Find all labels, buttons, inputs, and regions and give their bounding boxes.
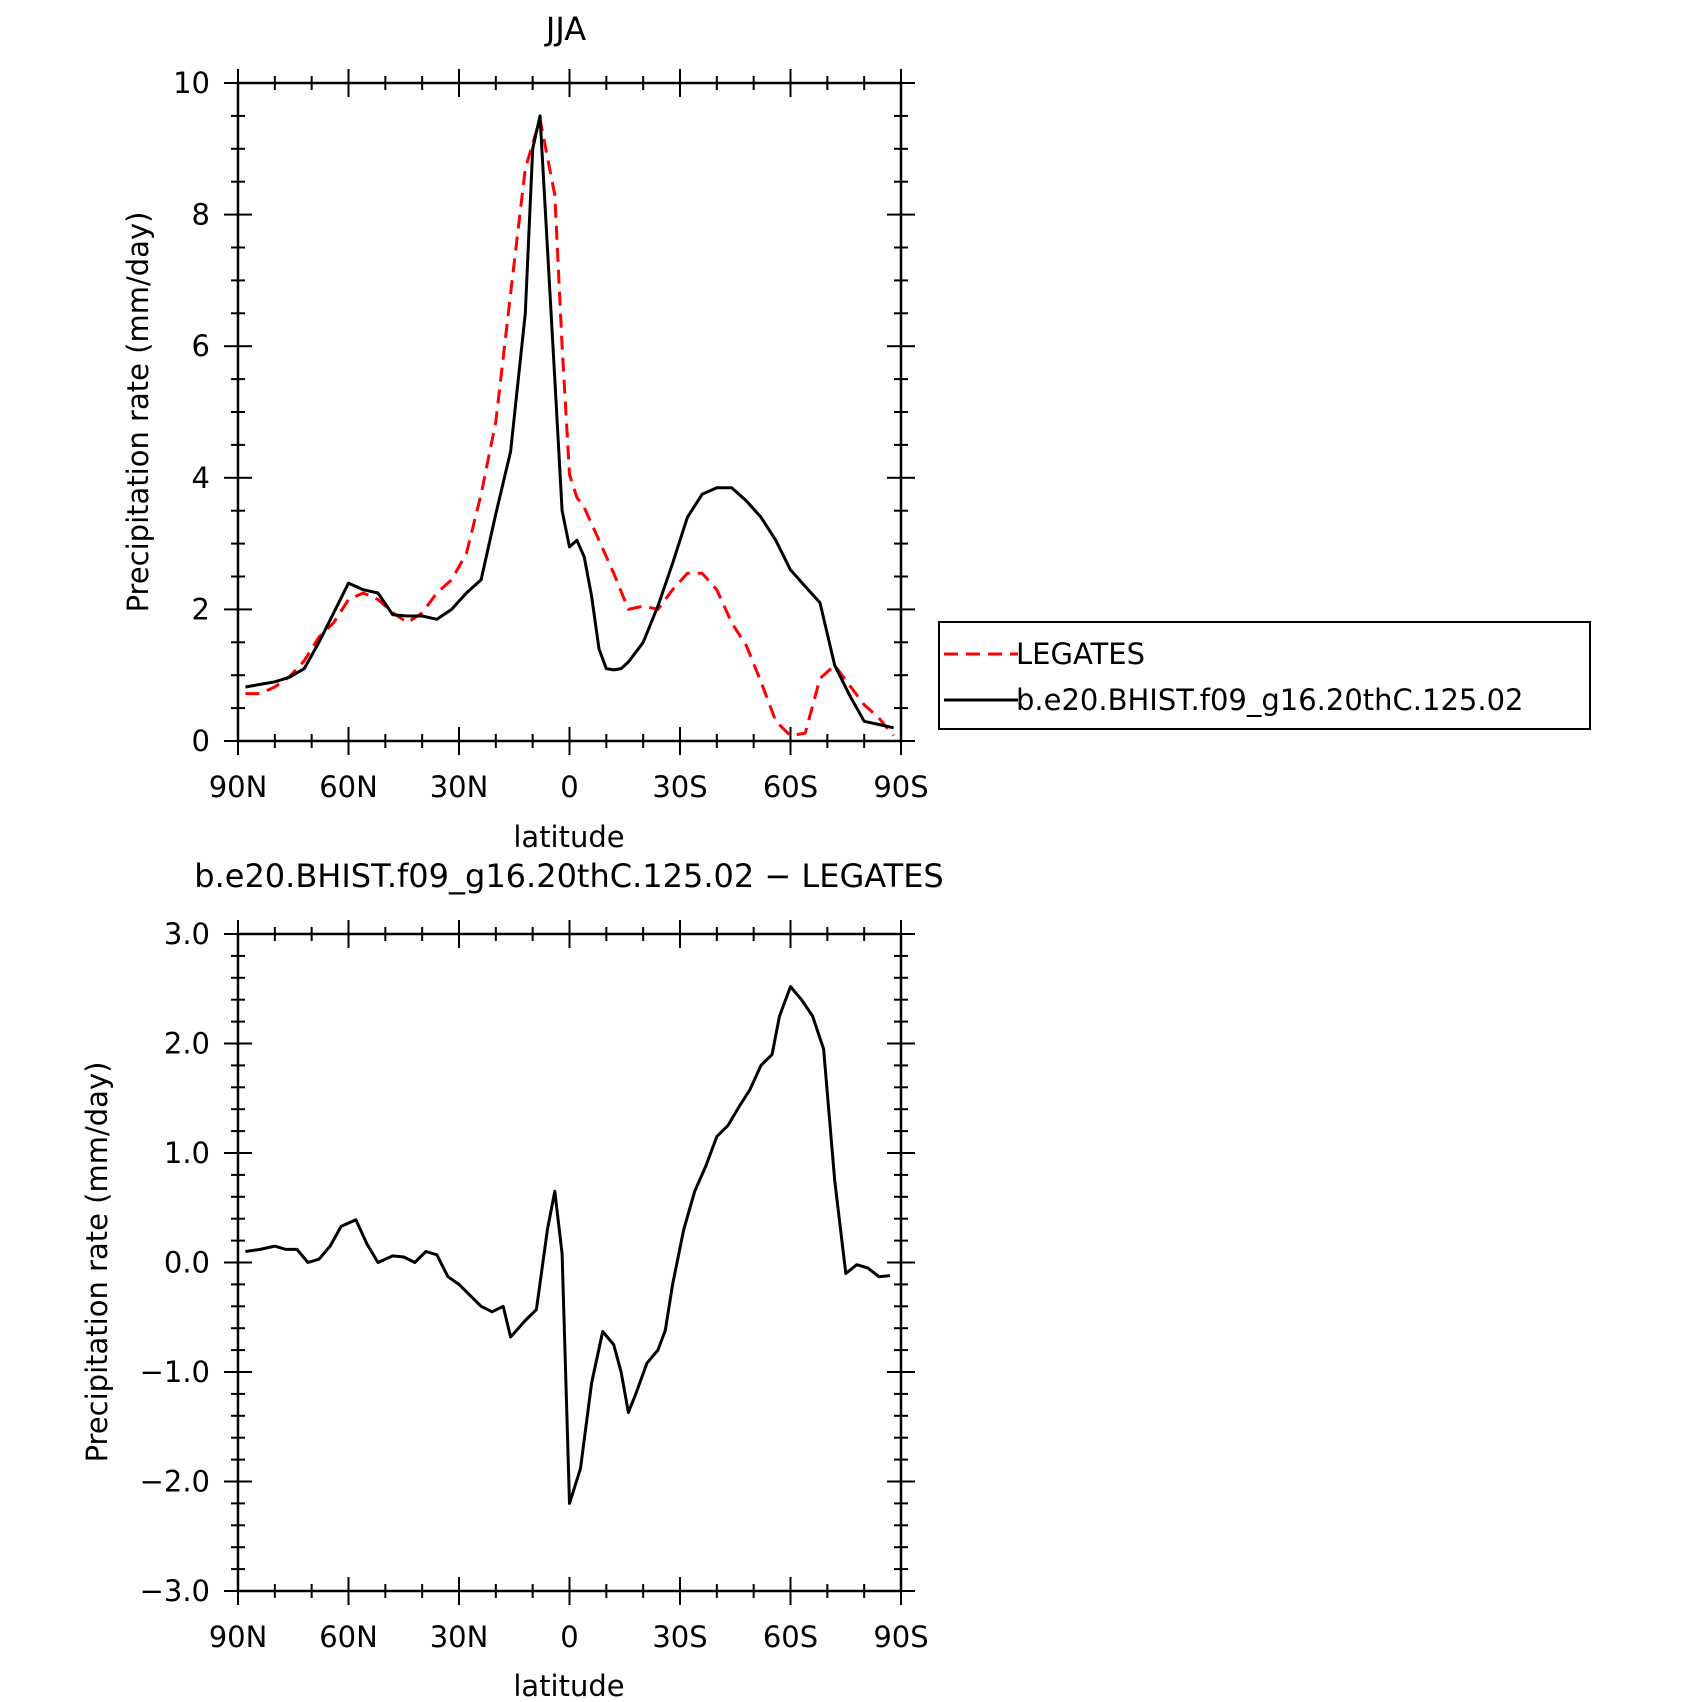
bottom-y-tick-labels: −3.0 −2.0 −1.0 0.0 1.0 2.0 3.0 [140,917,210,1608]
bot-y-tick-label: −3.0 [140,1574,210,1608]
top-x-tick-labels: 90N 60N 30N 0 30S 60S 90S [209,770,929,804]
top-x-tick-label: 30N [430,770,489,804]
top-series-group [245,114,895,738]
top-series-line-1 [245,114,894,730]
legend: LEGATES b.e20.BHIST.f09_g16.20thC.125.02 [938,621,1591,730]
top-x-tick-label: 30S [652,770,707,804]
top-y-tick-label: 4 [192,461,210,495]
top-y-tick-labels: 0 2 4 6 8 10 [173,66,210,758]
bot-x-tick-label: 30S [652,1620,707,1654]
legend-box [938,621,1591,730]
bot-y-tick-label: −1.0 [140,1355,210,1389]
bottom-x-axis-title: latitude [513,1669,624,1702]
top-y-axis-title: Precipitation rate (mm/day) [121,212,155,613]
bottom-series-group [245,985,891,1505]
bottom-x-tick-labels: 90N 60N 30N 0 30S 60S 90S [209,1620,929,1654]
bot-x-tick-label: 60S [763,1620,818,1654]
bottom-plot-title: b.e20.BHIST.f09_g16.20thC.125.02 − LEGAT… [194,857,943,895]
bot-x-tick-label: 30N [430,1620,489,1654]
top-y-tick-label: 6 [192,329,210,363]
bot-y-tick-label: 0.0 [164,1246,210,1280]
bottom-axis-ticks [224,920,915,1605]
bot-x-tick-label: 90N [209,1620,268,1654]
top-y-tick-label: 2 [192,592,210,626]
bot-y-tick-label: 2.0 [164,1027,210,1061]
bot-y-tick-label: 1.0 [164,1136,210,1170]
bottom-panel: b.e20.BHIST.f09_g16.20thC.125.02 − LEGAT… [80,857,944,1702]
bot-x-tick-label: 0 [560,1620,578,1654]
top-x-tick-label: 90S [873,770,928,804]
legend-label-model: b.e20.BHIST.f09_g16.20thC.125.02 [1016,683,1523,717]
top-plot-title: JJA [544,10,586,48]
top-x-axis-title: latitude [513,820,624,854]
bot-x-tick-label: 60N [319,1620,378,1654]
top-series-line-0 [245,117,895,738]
top-y-tick-label: 8 [192,198,210,232]
top-y-tick-label: 0 [192,724,210,758]
top-panel: JJA 90N 60N 30N 0 30S 60S 90S 0 2 4 6 8 10 latitude… [121,10,1591,854]
top-y-tick-label: 10 [173,66,210,100]
bot-series-line-0 [245,985,891,1505]
bot-x-tick-label: 90S [873,1620,928,1654]
top-x-tick-label: 90N [209,770,268,804]
bot-y-tick-label: 3.0 [164,917,210,951]
top-plot-frame [236,81,903,743]
top-x-tick-label: 0 [560,770,578,804]
top-axis-ticks [224,69,915,755]
legend-label-legates: LEGATES [1016,637,1145,671]
top-x-tick-label: 60N [319,770,378,804]
top-x-tick-label: 60S [763,770,818,804]
bot-y-tick-label: −2.0 [140,1465,210,1499]
bottom-y-axis-title: Precipitation rate (mm/day) [80,1062,114,1463]
